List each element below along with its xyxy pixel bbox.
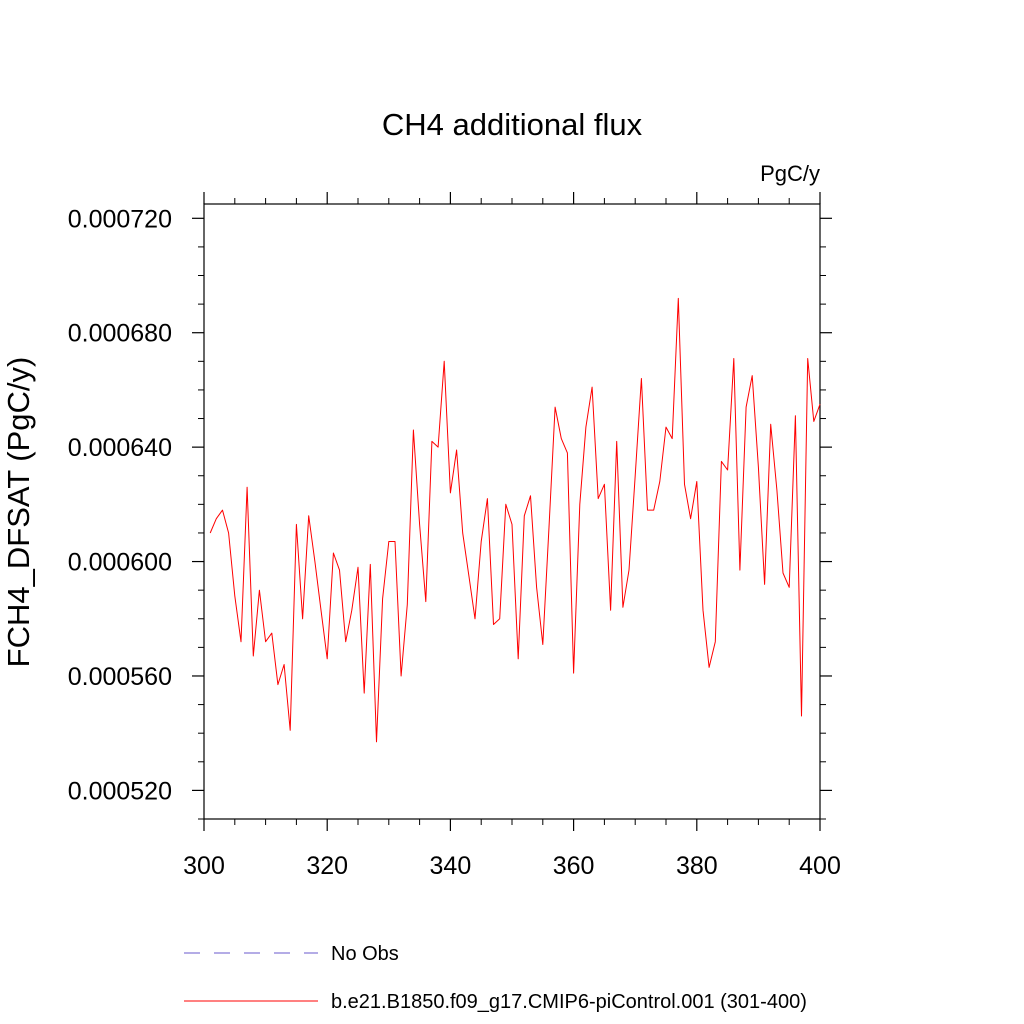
- series-line: [209, 297, 821, 743]
- legend-label-model-run: b.e21.B1850.f09_g17.CMIP6-piControl.001 …: [331, 991, 807, 1013]
- x-tick-label: 320: [306, 852, 348, 880]
- y-axis-label: FCH4_DFSAT (PgC/y): [1, 357, 36, 668]
- x-tick-label: 380: [676, 852, 718, 880]
- x-tick-label: 340: [430, 852, 472, 880]
- legend-label-no-obs: No Obs: [331, 943, 399, 965]
- y-axis-ticks: 0.000520 0.000560 0.000600 0.000640 0.000680…: [68, 205, 832, 805]
- chart-title: CH4 additional flux: [382, 107, 643, 142]
- y-tick-label: 0.000720: [68, 205, 172, 233]
- y-tick-label: 0.000600: [68, 549, 172, 577]
- y-tick-label: 0.000680: [68, 320, 172, 348]
- x-axis-ticks: 300 320 340 360 380 400: [183, 192, 841, 880]
- y-tick-label: 0.000560: [68, 663, 172, 691]
- x-tick-label: 300: [183, 852, 225, 880]
- series-group: [209, 297, 821, 743]
- units-label: PgC/y: [760, 161, 820, 186]
- x-tick-label: 400: [799, 852, 841, 880]
- x-tick-label: 360: [553, 852, 595, 880]
- minor-ticks: [198, 198, 826, 825]
- y-tick-label: 0.000520: [68, 777, 172, 805]
- legend: No Obs b.e21.B1850.f09_g17.CMIP6-piContr…: [184, 943, 807, 1013]
- plot-frame: [203, 203, 821, 820]
- y-tick-label: 0.000640: [68, 434, 172, 462]
